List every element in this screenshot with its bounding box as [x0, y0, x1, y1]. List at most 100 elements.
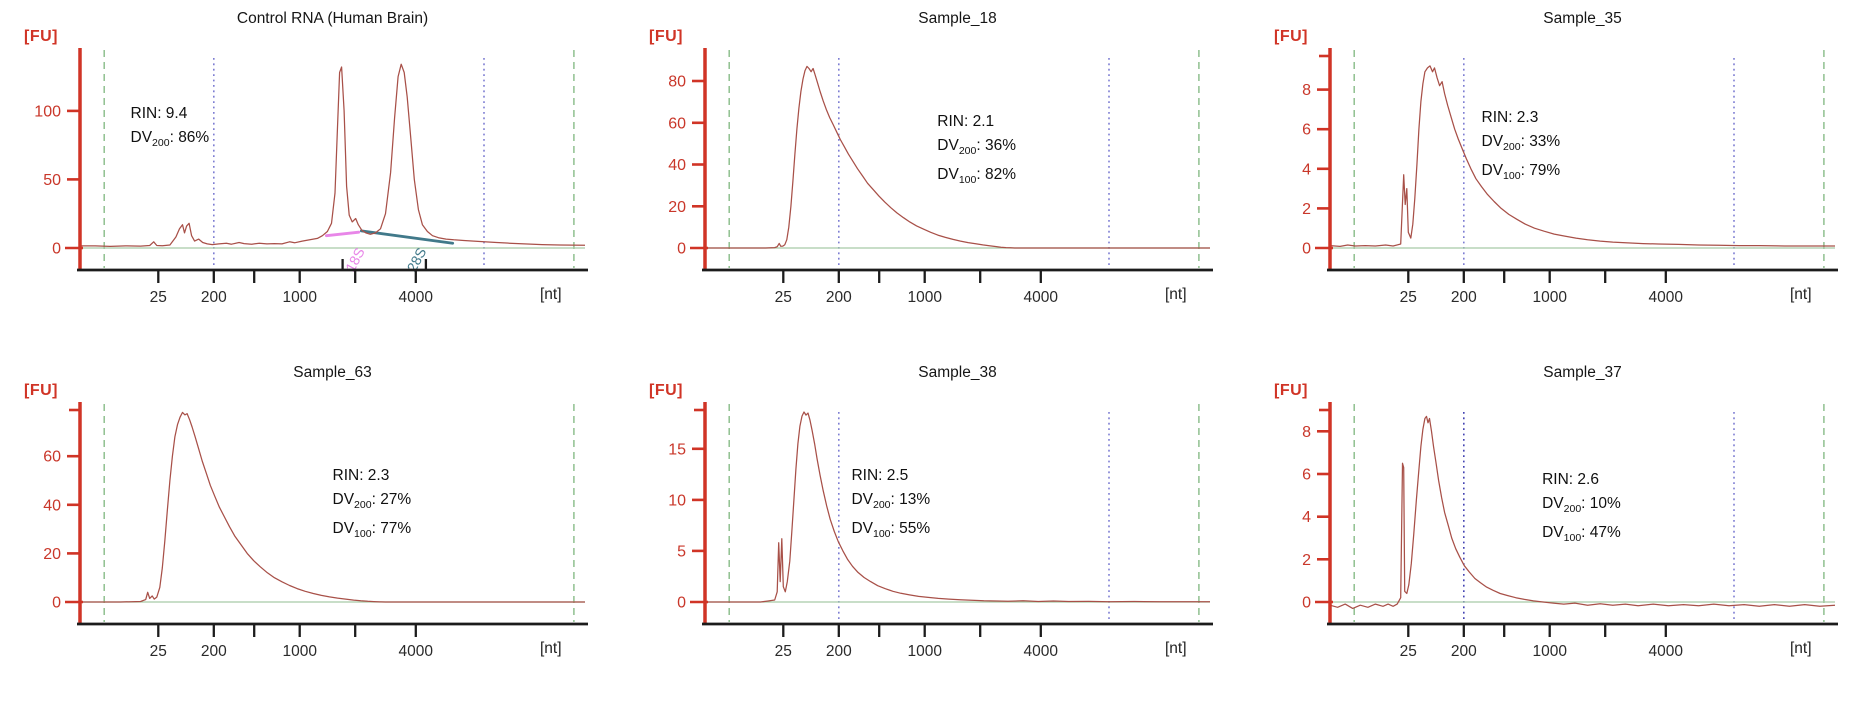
x-axis-tick-label: 4000 [1649, 289, 1684, 306]
x-axis-tick-label: 25 [775, 289, 792, 306]
peak-region-line [324, 230, 361, 238]
x-axis-tick-label: 1000 [907, 643, 942, 660]
metrics-annotation: RIN: 2.3 DV200: 27% DV100: 77% [333, 464, 412, 546]
y-axis-tick-label: 8 [1302, 424, 1311, 441]
panel-title: Sample_63 [293, 364, 372, 381]
rin-annotation: RIN: 2.6 [1542, 470, 1599, 488]
dv200-value: : 36% [976, 136, 1017, 154]
y-axis-tick-label: 40 [668, 157, 686, 174]
rin-annotation: RIN: 2.5 [851, 466, 909, 484]
y-axis-tick-label: 15 [668, 441, 686, 458]
dv200-sub: 200 [958, 144, 977, 157]
x-axis-tick-label: 1000 [282, 643, 317, 660]
x-axis-unit-label: [nt] [1165, 640, 1187, 657]
panel-title: Sample_18 [918, 10, 997, 27]
y-axis-tick-label: 2 [1302, 552, 1311, 569]
y-axis-tick-label: 6 [1302, 122, 1311, 139]
dv100-value: : 79% [1520, 162, 1561, 179]
rin-annotation: RIN: 2.1 [937, 112, 995, 130]
panel-sample-18: 0 20 40 60 80 25 200 1000 4000 Sample_18 [FU] [n… [625, 0, 1250, 354]
y-axis-unit-label: [FU] [1274, 382, 1308, 399]
y-axis-tick-label: 60 [43, 449, 61, 466]
dv100-base: DV [851, 519, 873, 537]
panel-sample-37: 0 2 4 6 8 25 200 1000 4000 Sample_37 [FU] [nt] R… [1250, 354, 1875, 708]
dv200-base: DV [332, 490, 355, 508]
dv100-sub: 100 [354, 527, 372, 540]
metrics-annotation: RIN: 2.5 DV200: 13% DV100: 55% [851, 464, 930, 546]
dv200-sub: 200 [354, 498, 372, 511]
y-axis-tick-label: 5 [677, 543, 686, 560]
dv200-annotation: DV200: 10% [1542, 492, 1621, 521]
dv200-value: : 10% [1581, 494, 1621, 512]
x-axis-unit-label: [nt] [1790, 640, 1812, 657]
dv100-base: DV [1542, 523, 1564, 541]
x-axis-tick-label: 25 [150, 643, 167, 660]
y-axis-tick-label: 8 [1302, 82, 1311, 99]
y-axis-tick-label: 0 [52, 595, 61, 612]
dv200-value: : 86% [169, 129, 210, 147]
rna-trace [80, 411, 585, 603]
y-axis-tick-label: 50 [43, 172, 61, 189]
x-axis-tick-label: 200 [1451, 289, 1477, 306]
dv200-annotation: DV200: 13% [851, 488, 930, 517]
panel-title: Sample_38 [918, 364, 997, 381]
dv100-base: DV [937, 165, 959, 183]
dv100-annotation: DV100: 47% [1542, 521, 1621, 550]
dv200-value: : 13% [890, 490, 931, 508]
panel-control-rna: 18S 28S 0 50 100 25 200 1000 4000 Control RNA (H… [0, 0, 625, 354]
y-axis-tick-label: 20 [668, 199, 686, 216]
electropherogram-plot: 0 5 10 15 25 200 1000 4000 [668, 402, 1213, 660]
electropherogram-plot: 0 2 4 6 8 25 200 1000 4000 [1302, 402, 1838, 660]
dv200-annotation: DV200: 86% [131, 126, 210, 155]
x-axis-tick-label: 200 [826, 643, 852, 660]
electropherogram-plot: 0 20 40 60 80 25 200 1000 4000 [668, 48, 1213, 306]
y-axis-tick-label: 6 [1302, 467, 1311, 484]
y-axis-tick-label: 40 [43, 497, 61, 514]
x-axis-tick-label: 4000 [1024, 289, 1059, 306]
x-axis-tick-label: 1000 [282, 289, 317, 306]
metrics-annotation: RIN: 2.3 DV200: 33% DV100: 79% [1482, 106, 1561, 188]
dv100-sub: 100 [1563, 531, 1582, 544]
x-axis-tick-label: 25 [1400, 643, 1417, 660]
panel-title: Control RNA (Human Brain) [236, 10, 429, 27]
peak-region-line [359, 229, 455, 245]
x-axis-tick-label: 1000 [907, 289, 942, 306]
x-axis-tick-label: 1000 [1532, 643, 1567, 660]
panel-title: Sample_37 [1543, 364, 1622, 381]
y-axis-tick-label: 20 [43, 546, 61, 563]
x-axis-unit-label: [nt] [540, 286, 562, 303]
rna-trace [705, 411, 1211, 603]
dv200-sub: 200 [872, 498, 891, 511]
dv100-value: : 47% [1581, 523, 1621, 541]
dv100-base: DV [1481, 162, 1504, 179]
y-axis-unit-label: [FU] [649, 382, 683, 399]
dv200-annotation: DV200: 36% [937, 134, 1016, 163]
dv200-value: : 33% [1520, 132, 1561, 150]
metrics-annotation: RIN: 2.1 DV200: 36% DV100: 82% [937, 110, 1016, 192]
y-axis-unit-label: [FU] [24, 382, 58, 399]
panel-sample-35: 0 2 4 6 8 25 200 1000 4000 Sample_35 [FU] [nt] R… [1250, 0, 1875, 354]
dv200-sub: 200 [1563, 502, 1582, 515]
x-axis-tick-label: 200 [201, 289, 227, 306]
dv100-base: DV [332, 519, 355, 537]
x-axis-tick-label: 25 [150, 289, 167, 306]
x-axis-unit-label: [nt] [1165, 286, 1187, 303]
rna-trace [1329, 415, 1836, 610]
dv100-sub: 100 [872, 527, 891, 540]
rin-annotation: RIN: 2.3 [1481, 108, 1539, 126]
y-axis-tick-label: 80 [668, 74, 686, 91]
dv200-base: DV [851, 490, 873, 508]
dv100-value: : 82% [976, 165, 1017, 183]
panel-sample-63: 0 20 40 60 25 200 1000 4000 Sample_63 [FU] [nt]… [0, 354, 625, 708]
x-axis-tick-label: 4000 [1024, 643, 1059, 660]
y-axis-tick-label: 2 [1302, 201, 1311, 218]
rna-trace [705, 65, 1210, 249]
electropherogram-plot: 0 20 40 60 25 200 1000 4000 [43, 402, 588, 660]
x-axis-tick-label: 25 [775, 643, 792, 660]
dv200-base: DV [130, 129, 153, 147]
y-axis-tick-label: 0 [1302, 595, 1311, 612]
x-axis-unit-label: [nt] [540, 640, 562, 657]
x-axis-tick-label: 200 [1451, 643, 1477, 660]
